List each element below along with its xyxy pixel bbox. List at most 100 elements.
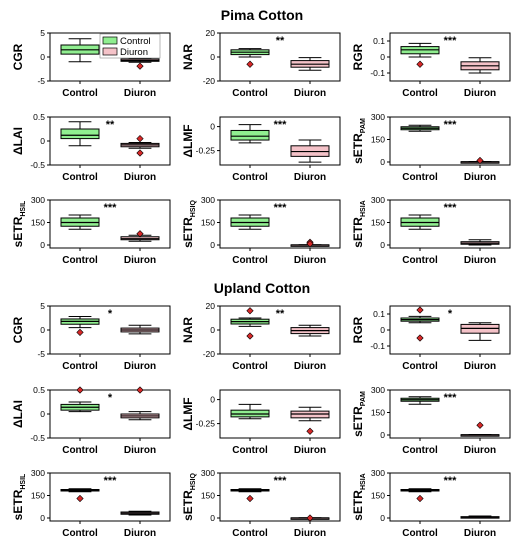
panel-upland-nar: -20 0 20 Control Diuron NAR **	[181, 301, 341, 372]
y-tick-label: 0	[380, 240, 385, 250]
x-tick-label: Diuron	[294, 528, 326, 539]
significance-label: *	[448, 308, 453, 320]
y-tick-label: 0	[40, 136, 45, 146]
significance-label: **	[106, 119, 115, 131]
section-title-pima: Pima Cotton	[221, 7, 303, 23]
axes-frame	[389, 199, 511, 249]
axes-frame	[389, 472, 511, 522]
x-tick-label: Control	[62, 361, 98, 372]
y-tick-label: -0.5	[30, 160, 45, 170]
y-tick-label: 150	[371, 408, 385, 418]
outlier-point	[76, 328, 84, 337]
y-tick-label: 0	[40, 52, 45, 62]
outlier-point	[416, 494, 424, 503]
y-tick-label: 300	[371, 385, 385, 395]
y-axis-label: ΔLAI	[11, 400, 25, 428]
y-tick-label: -0.1	[370, 341, 385, 351]
x-tick-label: Control	[402, 528, 438, 539]
y-tick-label: -0.1	[370, 68, 385, 78]
x-tick-label: Control	[232, 255, 268, 266]
y-axis-label: CGR	[11, 43, 25, 70]
panel-upland-cgr: -5 0 5 Control Diuron CGR *	[11, 301, 171, 372]
y-axis-label: RGR	[351, 316, 365, 343]
y-tick-label: 5	[40, 301, 45, 311]
outlier-point	[76, 386, 84, 394]
y-tick-label: 0	[210, 513, 215, 523]
y-tick-label: 0	[380, 325, 385, 335]
y-tick-label: 0.5	[33, 112, 45, 122]
significance-label: *	[108, 392, 113, 404]
y-tick-label: 0	[210, 122, 215, 132]
y-axis-label: NAR	[181, 317, 195, 343]
axes-frame	[219, 199, 341, 249]
x-tick-label: Control	[62, 255, 98, 266]
y-tick-label: -5	[37, 349, 45, 359]
y-tick-label: -20	[203, 76, 216, 86]
legend-swatch-diuron	[102, 47, 118, 56]
y-tick-label: 150	[31, 218, 45, 228]
x-tick-label: Diuron	[294, 445, 326, 456]
x-tick-label: Control	[232, 172, 268, 183]
box-control	[230, 129, 270, 141]
panel-pima-setr-hsiq: 0 150 300 Control Diuron sETRHSIQ ***	[181, 195, 341, 266]
y-axis-label: ΔLMF	[181, 397, 195, 430]
y-axis-label: sETRHSIA	[351, 200, 367, 247]
axes-frame	[219, 116, 341, 166]
y-tick-label: 300	[371, 112, 385, 122]
panel-upland-dlai: -0.5 0 0.5 Control Diuron ΔLAI *	[11, 385, 171, 456]
outlier-point	[306, 240, 314, 248]
y-tick-label: 0	[210, 52, 215, 62]
x-tick-label: Diuron	[124, 445, 156, 456]
panel-upland-rgr: 0.1 0 -0.1 Control Diuron RGR *	[351, 305, 511, 372]
outlier-point	[246, 332, 254, 340]
axes-frame	[219, 389, 341, 439]
x-tick-label: Control	[232, 528, 268, 539]
panel-upland-setr-hsia: 0 150 300 Control Diuron sETRHSIA ***	[351, 468, 511, 539]
y-axis-label: sETRHSIA	[351, 473, 367, 520]
panel-pima-rgr: 0.1 0 -0.1 Control Diuron RGR ***	[351, 32, 511, 99]
significance-label: **	[276, 35, 285, 47]
x-tick-label: Control	[62, 528, 98, 539]
y-axis-label: CGR	[11, 316, 25, 343]
y-tick-label: 150	[31, 491, 45, 501]
axes-frame	[49, 472, 171, 522]
panel-upland-setr-hsil: 0 150 300 Control Diuron sETRHSIL ***	[11, 468, 171, 539]
significance-label: ***	[444, 119, 458, 131]
y-axis-label: sETRHSIQ	[181, 200, 197, 248]
significance-label: ***	[444, 392, 458, 404]
outlier-point	[306, 514, 314, 522]
y-tick-label: 300	[31, 468, 45, 478]
panel-pima-setr-pam: 0 150 300 Control Diuron sETRPAM ***	[351, 112, 511, 183]
panel-pima-dlai: -0.5 0 0.5 Control Diuron ΔLAI **	[11, 112, 171, 183]
x-tick-label: Diuron	[464, 361, 496, 372]
outlier-point	[136, 386, 144, 394]
panel-pima-setr-hsia: 0 150 300 Control Diuron sETRHSIA ***	[351, 195, 511, 266]
outlier-point	[416, 306, 424, 314]
significance-label: ***	[444, 202, 458, 214]
outlier-point	[246, 307, 254, 315]
x-tick-label: Diuron	[294, 255, 326, 266]
y-tick-label: 0	[380, 513, 385, 523]
y-tick-label: 150	[201, 491, 215, 501]
x-tick-label: Control	[62, 445, 98, 456]
x-tick-label: Diuron	[294, 361, 326, 372]
legend-swatch-control	[102, 36, 118, 45]
outlier-point	[136, 134, 144, 143]
y-tick-label: 0	[210, 395, 215, 405]
significance-label: ***	[444, 475, 458, 487]
x-tick-label: Control	[402, 445, 438, 456]
y-tick-label: 300	[371, 195, 385, 205]
panel-pima-setr-hsil: 0 150 300 Control Diuron sETRHSIL ***	[11, 195, 171, 266]
y-tick-label: 0	[210, 325, 215, 335]
x-tick-label: Diuron	[464, 88, 496, 99]
panels-layer: -505ControlDiuronCGR**ControlDiuron-2002…	[11, 28, 511, 539]
y-tick-label: 300	[201, 195, 215, 205]
y-tick-label: 300	[31, 195, 45, 205]
outlier-point	[136, 149, 144, 157]
x-tick-label: Control	[402, 172, 438, 183]
y-tick-label: 0	[380, 52, 385, 62]
x-tick-label: Diuron	[124, 88, 156, 99]
